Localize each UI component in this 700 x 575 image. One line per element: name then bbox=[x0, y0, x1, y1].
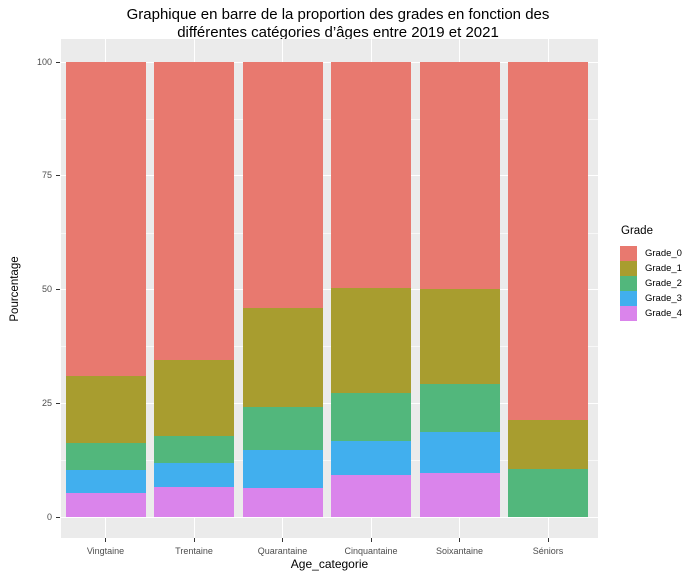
legend-swatch bbox=[620, 276, 637, 291]
gridline-major bbox=[61, 516, 598, 518]
bar-Trentaine-segment-Grade_2 bbox=[154, 436, 234, 463]
y-tick-label: 25 bbox=[41, 397, 52, 408]
gridline-major bbox=[61, 175, 598, 177]
legend-item-label: Grade_3 bbox=[645, 293, 682, 304]
bar-Trentaine-segment-Grade_4 bbox=[154, 486, 234, 517]
gridline-major bbox=[61, 61, 598, 63]
bar-Trentaine-segment-Grade_1 bbox=[154, 360, 234, 436]
bar-Soixantaine-segment-Grade_3 bbox=[419, 431, 500, 473]
chart-title: Graphique en barre de la proportion des … bbox=[0, 6, 676, 42]
y-tick-mark bbox=[56, 61, 60, 63]
y-tick-label: 75 bbox=[41, 170, 52, 181]
legend-item-label: Grade_2 bbox=[645, 278, 682, 289]
legend-item-label: Grade_4 bbox=[645, 308, 682, 319]
plot-panel bbox=[61, 39, 598, 538]
bar-Quarantaine-segment-Grade_2 bbox=[242, 406, 323, 451]
legend-swatch bbox=[620, 291, 637, 306]
legend-title: Grade bbox=[621, 225, 653, 237]
legend-swatch bbox=[620, 246, 637, 261]
legend: Grade Grade_0 Grade_1 Grade_2 Grade_3 Grade_… bbox=[620, 225, 682, 321]
bar-Quarantaine-segment-Grade_0 bbox=[242, 62, 323, 309]
legend-item-label: Grade_0 bbox=[645, 248, 682, 259]
y-tick-mark bbox=[56, 289, 60, 290]
x-tick-mark bbox=[193, 538, 195, 542]
bar-Trentaine-segment-Grade_0 bbox=[154, 62, 234, 361]
bar-Vingtaine-segment-Grade_4 bbox=[65, 492, 146, 517]
bar-Cinquantaine-segment-Grade_4 bbox=[331, 475, 411, 517]
gridline-minor bbox=[61, 232, 598, 234]
y-tick-mark bbox=[56, 175, 60, 177]
x-tick-mark bbox=[547, 538, 549, 542]
x-tick-mark bbox=[105, 538, 106, 542]
x-tick-label: Soixantaine bbox=[435, 546, 484, 556]
legend-item: Grade_3 bbox=[620, 291, 682, 306]
bar-Séniors-segment-Grade_2 bbox=[508, 469, 588, 517]
bar-Vingtaine-segment-Grade_0 bbox=[65, 62, 146, 376]
bar-Soixantaine-segment-Grade_0 bbox=[419, 62, 500, 290]
x-tick-mark bbox=[370, 538, 372, 542]
gridline-major bbox=[61, 289, 598, 290]
gridline-minor bbox=[61, 118, 598, 120]
y-tick-mark bbox=[56, 516, 60, 518]
legend-item: Grade_4 bbox=[620, 306, 682, 321]
legend-item-label: Grade_1 bbox=[645, 263, 682, 274]
legend-item: Grade_0 bbox=[620, 246, 682, 261]
gridline-major bbox=[61, 402, 598, 404]
bar-Soixantaine-segment-Grade_4 bbox=[419, 472, 500, 517]
bar-Soixantaine-segment-Grade_1 bbox=[419, 289, 500, 385]
x-tick-label: Quarantaine bbox=[257, 546, 308, 556]
x-tick-label: Cinquantaine bbox=[344, 546, 398, 556]
bar-Séniors-segment-Grade_0 bbox=[508, 62, 588, 421]
chart-title-line2: différentes catégories d’âges entre 2019… bbox=[177, 24, 499, 41]
y-tick-label: 0 bbox=[46, 511, 52, 522]
bar-Séniors-segment-Grade_1 bbox=[508, 420, 588, 470]
x-tick-mark bbox=[459, 538, 460, 542]
bar-Quarantaine-segment-Grade_3 bbox=[242, 450, 323, 488]
bar-Vingtaine-segment-Grade_3 bbox=[65, 470, 146, 493]
bar-Quarantaine-segment-Grade_1 bbox=[242, 308, 323, 407]
bar-Soixantaine-segment-Grade_2 bbox=[419, 384, 500, 432]
legend-swatch bbox=[620, 306, 637, 321]
legend-item: Grade_1 bbox=[620, 261, 682, 276]
legend-item: Grade_2 bbox=[620, 276, 682, 291]
gridline-minor bbox=[61, 460, 598, 462]
bar-Cinquantaine-segment-Grade_3 bbox=[331, 441, 411, 476]
x-tick-label: Séniors bbox=[532, 546, 564, 556]
legend-swatch bbox=[620, 261, 637, 276]
bar-Vingtaine-segment-Grade_1 bbox=[65, 375, 146, 443]
y-tick-mark bbox=[56, 402, 60, 404]
y-tick-label: 100 bbox=[36, 56, 52, 67]
x-tick-mark bbox=[282, 538, 283, 542]
x-axis-title: Age_categorie bbox=[290, 557, 369, 571]
x-tick-label: Trentaine bbox=[175, 546, 213, 556]
bar-Cinquantaine-segment-Grade_0 bbox=[331, 62, 411, 289]
gridline-minor bbox=[61, 346, 598, 348]
y-tick-label: 50 bbox=[41, 284, 52, 294]
bar-Quarantaine-segment-Grade_4 bbox=[242, 487, 323, 517]
bar-Trentaine-segment-Grade_3 bbox=[154, 462, 234, 487]
bar-Cinquantaine-segment-Grade_1 bbox=[331, 288, 411, 393]
bar-Cinquantaine-segment-Grade_2 bbox=[331, 392, 411, 441]
bar-Vingtaine-segment-Grade_2 bbox=[65, 442, 146, 471]
x-tick-label: Vingtaine bbox=[86, 546, 125, 556]
chart-title-line1: Graphique en barre de la proportion des … bbox=[126, 6, 550, 23]
legend-items: Grade_0 Grade_1 Grade_2 Grade_3 Grade_4 bbox=[620, 246, 682, 321]
